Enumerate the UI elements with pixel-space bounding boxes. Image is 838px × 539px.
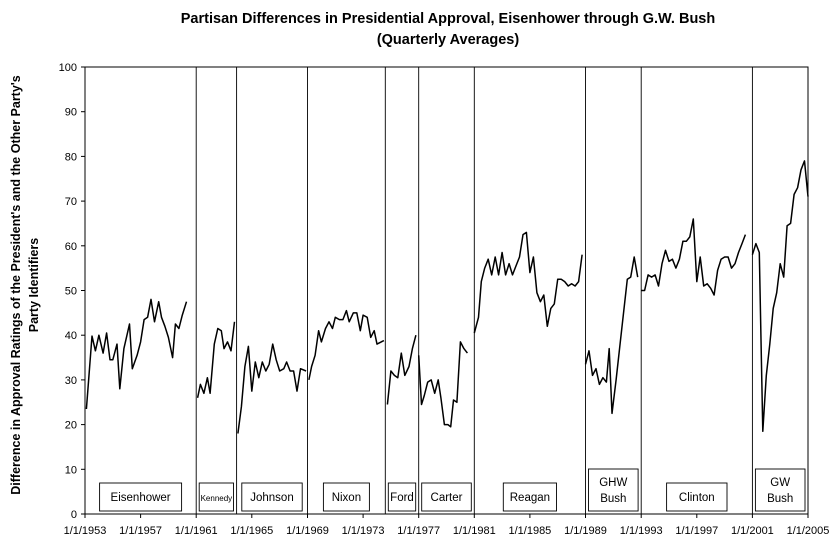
president-label-box — [421, 482, 472, 512]
x-tick-label: 1/1/1965 — [230, 525, 273, 537]
president-label-gw-bush-line1: GW — [770, 477, 790, 489]
president-label-kennedy: Kennedy — [201, 494, 233, 503]
x-tick-label: 1/1/1957 — [119, 525, 162, 537]
x-tick-label: 1/1/2001 — [731, 525, 774, 537]
x-tick-label: 1/1/1989 — [564, 525, 607, 537]
president-label-carter: Carter — [431, 492, 463, 504]
approval-difference-line-ghw-bush — [584, 256, 639, 415]
approval-difference-line-nixon — [308, 309, 385, 381]
y-tick-label: 30 — [65, 375, 77, 387]
y-tick-label: 40 — [65, 330, 77, 342]
approval-difference-line-johnson — [237, 343, 307, 434]
president-label-eisenhower: Eisenhower — [111, 492, 171, 504]
president-label-gw-bush-line2: Bush — [767, 493, 793, 505]
approval-difference-line-reagan — [473, 231, 583, 334]
president-label-box — [99, 482, 183, 512]
approval-difference-line-ford — [386, 335, 417, 405]
approval-difference-line-gw-bush — [751, 160, 809, 433]
x-tick-label: 1/1/1973 — [342, 525, 385, 537]
president-label-box — [241, 482, 303, 512]
president-label-box — [387, 482, 417, 512]
y-axis-title-line1: Difference in Approval Ratings of the Pr… — [9, 75, 23, 495]
x-tick-label: 1/1/1977 — [397, 525, 440, 537]
x-tick-label: 1/1/1985 — [508, 525, 551, 537]
x-tick-label: 1/1/2005 — [787, 525, 830, 537]
x-tick-label: 1/1/1961 — [175, 525, 218, 537]
x-tick-label: 1/1/1969 — [286, 525, 329, 537]
approval-difference-line-carter — [417, 341, 468, 428]
president-label-johnson: Johnson — [250, 492, 293, 504]
president-label-box — [322, 482, 370, 512]
president-label-clinton: Clinton — [679, 492, 715, 504]
x-tick-label: 1/1/1953 — [64, 525, 107, 537]
president-label-nixon: Nixon — [332, 492, 361, 504]
y-tick-label: 20 — [65, 420, 77, 432]
president-label-box — [754, 468, 806, 512]
president-label-box — [198, 482, 234, 512]
approval-difference-line-clinton — [641, 218, 747, 296]
y-tick-label: 70 — [65, 196, 77, 208]
y-tick-label: 80 — [65, 151, 77, 163]
y-tick-label: 60 — [65, 241, 77, 253]
chart-title: Partisan Differences in Presidential App… — [181, 11, 715, 27]
president-label-box — [588, 468, 639, 512]
approval-difference-line-eisenhower — [85, 298, 188, 410]
y-tick-label: 50 — [65, 286, 77, 298]
y-tick-label: 10 — [65, 464, 77, 476]
president-label-box — [666, 482, 728, 512]
plot-area: 0 10 20 30 40 50 60 70 80 90 100 1/1/1953 1/1/1957 1/… — [59, 62, 830, 537]
chart-subtitle: (Quarterly Averages) — [377, 32, 520, 48]
president-label-reagan: Reagan — [510, 492, 550, 504]
y-tick-label: 100 — [59, 62, 77, 74]
x-tick-label: 1/1/1981 — [453, 525, 496, 537]
y-tick-label: 0 — [71, 509, 77, 521]
president-label-ford: Ford — [390, 492, 414, 504]
x-tick-label: 1/1/1997 — [675, 525, 718, 537]
approval-difference-line-kennedy — [196, 321, 236, 398]
president-label-ghw-bush-line1: GHW — [599, 477, 627, 489]
y-tick-label: 90 — [65, 107, 77, 119]
plot-frame — [84, 66, 809, 515]
president-label-ghw-bush-line2: Bush — [600, 493, 626, 505]
y-axis-title-line2: Party Identifiers — [27, 238, 41, 333]
x-tick-label: 1/1/1993 — [620, 525, 663, 537]
president-label-box — [502, 482, 557, 512]
